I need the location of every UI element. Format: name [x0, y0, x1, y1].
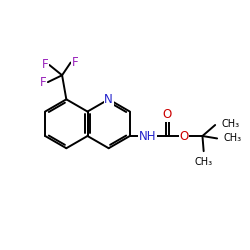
Text: F: F: [72, 56, 78, 68]
Text: CH₃: CH₃: [224, 134, 242, 143]
Text: O: O: [180, 130, 189, 142]
Text: NH: NH: [139, 130, 156, 142]
Text: F: F: [40, 76, 47, 88]
Text: O: O: [163, 108, 172, 122]
Text: CH₃: CH₃: [194, 156, 213, 166]
Text: CH₃: CH₃: [222, 119, 240, 129]
Text: N: N: [104, 93, 113, 106]
Text: F: F: [42, 58, 48, 71]
